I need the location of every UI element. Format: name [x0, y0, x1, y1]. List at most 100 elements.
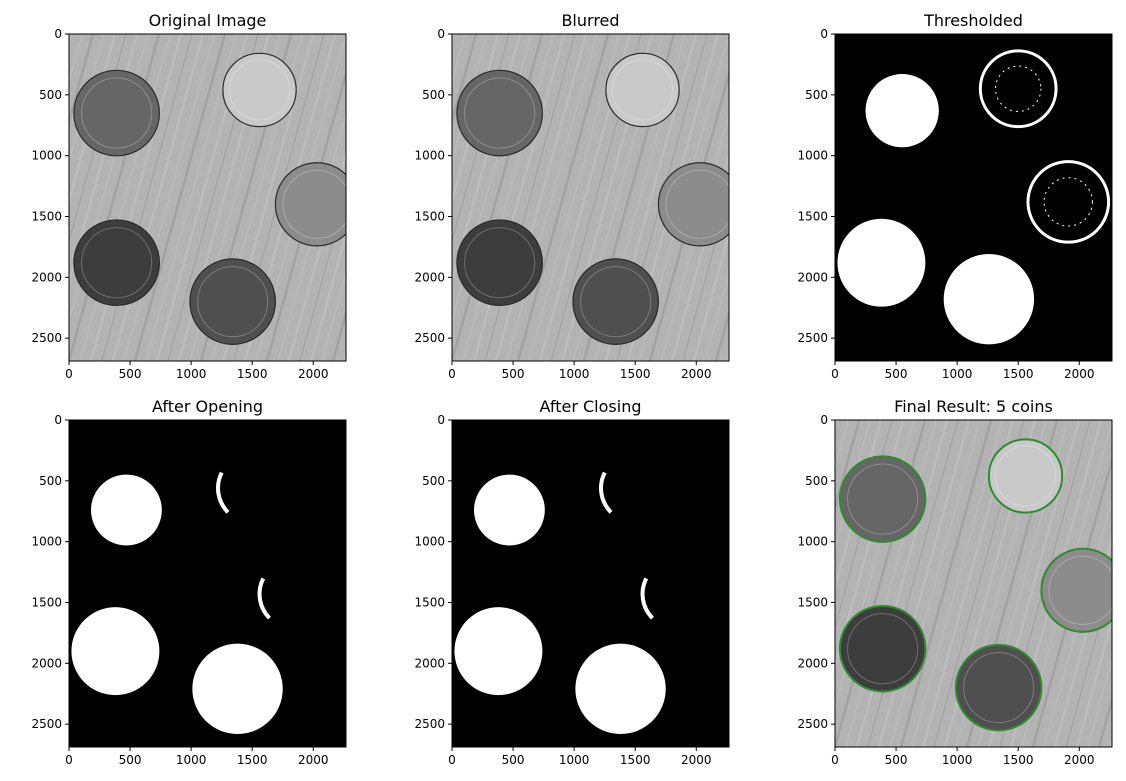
y-tick-label: 2500: [797, 331, 828, 345]
x-tick-label: 0: [448, 367, 456, 381]
x-tick-label: 500: [119, 367, 142, 381]
coin: [456, 219, 543, 307]
wood-grain: [353, 34, 443, 361]
axes-frame: [68, 33, 347, 362]
image-content: [837, 49, 1111, 345]
x-tick-label: 0: [448, 753, 456, 767]
x-tick-label: 2000: [681, 367, 712, 381]
wood-grain: [516, 34, 610, 361]
mask-ring: [978, 49, 1058, 129]
wood-grain: [123, 34, 215, 361]
x-tick-label: 1500: [237, 753, 268, 767]
y-tick-label: 2000: [414, 656, 445, 670]
y-tick-label: 2000: [797, 270, 828, 284]
y-tick-label: 0: [54, 27, 62, 41]
x-tick-label: 0: [65, 753, 73, 767]
y-tick-label: 1500: [414, 209, 445, 223]
y-tick-label: 0: [820, 27, 828, 41]
mask-blob: [473, 474, 545, 546]
mask-blob: [90, 474, 162, 546]
y-tick-label: 500: [422, 474, 445, 488]
wood-grain: [1087, 657, 1112, 747]
wood-grain: [0, 34, 49, 361]
wood-grain: [506, 34, 598, 361]
wood-grain: [855, 420, 949, 747]
panel-6: 0 500 1000 1500 2000 0 500 1000 1500 2000 2500 Fina…: [725, 397, 1113, 767]
coin-rim: [847, 613, 919, 685]
coin-rim: [81, 77, 153, 149]
x-tick-label: 500: [885, 753, 908, 767]
panel-1: 0 500 1000 1500 2000 0 500 1000 1500 2000 2500 Orig…: [0, 11, 347, 381]
mask-arc: [599, 471, 613, 514]
coin-rim: [963, 652, 1035, 724]
y-tick-label: 1500: [31, 209, 62, 223]
wood-grain: [835, 420, 861, 512]
axes-frame: [451, 33, 730, 362]
mask-blob: [192, 643, 283, 735]
x-tick-label: 2000: [298, 753, 329, 767]
coin-rim: [665, 169, 729, 239]
y-tick-label: 2500: [414, 331, 445, 345]
y-tick-label: 1500: [797, 209, 828, 223]
wood-grain: [0, 34, 60, 361]
y-tick-label: 2000: [31, 656, 62, 670]
y-tick-label: 1500: [414, 595, 445, 609]
coin-rim: [1048, 555, 1112, 625]
wood-grain: [321, 271, 346, 361]
coin: [954, 643, 1043, 732]
coin: [222, 52, 297, 128]
image-content: [353, 34, 839, 361]
x-tick-label: 1500: [1003, 367, 1034, 381]
wood-grain: [133, 34, 227, 361]
y-tick-label: 2000: [31, 270, 62, 284]
y-tick-label: 2000: [797, 656, 828, 670]
x-tick-label: 1000: [176, 753, 207, 767]
mask-blob: [575, 643, 666, 735]
x-tick-label: 0: [831, 367, 839, 381]
x-tick-label: 1500: [1003, 753, 1034, 767]
x-tick-label: 2000: [1064, 367, 1095, 381]
image-content: [725, 420, 1112, 747]
y-tick-label: 2500: [31, 331, 62, 345]
x-tick-label: 2000: [1064, 753, 1095, 767]
panel-3: 0 500 1000 1500 2000 0 500 1000 1500 2000 2500 Thre…: [797, 11, 1113, 381]
axes-frame: [834, 33, 1113, 362]
wood-grain: [89, 34, 183, 361]
coin-rim: [282, 169, 346, 239]
wood-grain: [749, 34, 839, 361]
wood-grain: [343, 351, 346, 361]
coin: [838, 455, 927, 543]
y-tick-label: 0: [437, 413, 445, 427]
coin-rim: [464, 77, 536, 149]
wood-grain: [725, 420, 815, 747]
y-tick-label: 0: [820, 413, 828, 427]
y-tick-label: 500: [805, 88, 828, 102]
panel-4: 0 500 1000 1500 2000 0 500 1000 1500 2000 2500 Afte…: [31, 397, 347, 767]
coin: [189, 258, 277, 345]
coin: [605, 52, 680, 128]
y-tick-label: 500: [39, 474, 62, 488]
x-tick-label: 500: [119, 753, 142, 767]
wood-grain: [69, 34, 73, 46]
x-tick-label: 1000: [942, 367, 973, 381]
wood-grain: [452, 34, 456, 46]
mask-speckle: [994, 65, 1042, 112]
axes-frame: [68, 419, 347, 748]
y-tick-label: 2000: [414, 270, 445, 284]
panel-title: After Closing: [540, 397, 642, 416]
mask-speckle: [1043, 177, 1093, 227]
coin-rim: [228, 59, 291, 121]
coin: [274, 162, 346, 247]
wood-grain: [877, 420, 971, 747]
x-tick-label: 1500: [237, 367, 268, 381]
coin-rim: [847, 463, 919, 535]
panel-title: After Opening: [152, 397, 263, 416]
y-tick-label: 500: [805, 474, 828, 488]
y-tick-label: 1000: [797, 149, 828, 163]
wood-grain: [845, 420, 937, 747]
image-content: [454, 471, 666, 735]
y-tick-label: 2500: [414, 717, 445, 731]
y-tick-label: 500: [422, 88, 445, 102]
coin: [73, 69, 160, 157]
